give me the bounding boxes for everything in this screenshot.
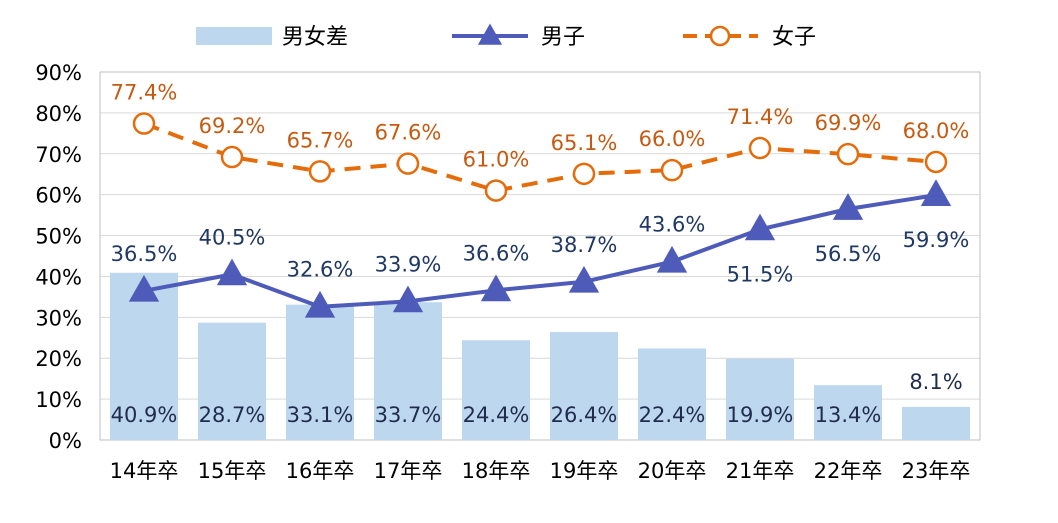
marker-male (128, 274, 160, 302)
marker-female (220, 145, 244, 169)
y-tick-label: 40% (35, 265, 82, 289)
marker-male (480, 274, 512, 302)
line-data-label-female: 71.4% (727, 105, 794, 129)
x-tick-label: 20年卒 (638, 459, 707, 483)
marker-male (568, 265, 600, 293)
line-data-label-female: 65.1% (551, 131, 618, 155)
line-data-label-male: 51.5% (727, 262, 794, 286)
x-tick-label: 18年卒 (462, 459, 531, 483)
series-line-female (143, 121, 937, 193)
marker-female (396, 152, 420, 175)
y-tick-label: 0% (49, 429, 82, 453)
y-tick-label: 90% (35, 61, 82, 85)
x-tick-label: 14年卒 (110, 459, 179, 483)
bar-gender-gap (638, 348, 706, 440)
series-line-male (143, 193, 937, 309)
line-data-label-female: 77.4% (111, 81, 178, 105)
line-data-label-male: 36.5% (111, 242, 178, 266)
axis-layer: 0% 10% 20% 30% 40% 50% 60% 70% 80% 90% 14年卒 15年卒 16年… (35, 61, 970, 483)
x-tick-label: 22年卒 (814, 459, 883, 483)
legend: 男女差 男子 女子 (196, 23, 816, 50)
bar-data-label: 33.7% (375, 403, 442, 427)
line-data-label-female: 66.0% (639, 127, 706, 151)
line-layer (143, 121, 937, 309)
x-tick-label: 17年卒 (374, 459, 443, 483)
bar-gender-gap (198, 322, 266, 440)
bar-gender-gap (550, 332, 618, 440)
marker-female (748, 136, 772, 160)
legend-label-gender-gap: 男女差 (282, 25, 348, 50)
line-data-label-female: 69.2% (199, 114, 266, 138)
bar-data-label: 22.4% (639, 403, 706, 427)
marker-male (216, 258, 248, 286)
bar-data-label: 40.9% (111, 403, 178, 427)
y-tick-label: 70% (35, 143, 82, 167)
bar-data-label: 13.4% (815, 403, 882, 427)
bar-data-label: 33.1% (287, 403, 354, 427)
bar-gender-gap (726, 358, 794, 440)
line-data-label-female: 61.0% (463, 148, 530, 172)
x-tick-label: 16年卒 (286, 459, 355, 483)
bar-gender-gap (374, 302, 442, 440)
plot-area-border (99, 71, 981, 441)
bar-label-layer: 40.9% 28.7% 33.1% 33.7% 24.4% 26.4% 22.4% 19.9%… (111, 370, 963, 427)
y-tick-label: 60% (35, 184, 82, 208)
bar-gender-gap (902, 406, 970, 440)
line-data-label-male: 43.6% (639, 213, 706, 237)
x-tick-label: 23年卒 (902, 459, 971, 483)
x-tick-label: 19年卒 (550, 459, 619, 483)
marker-female (660, 158, 684, 182)
x-tick-label: 15年卒 (198, 459, 267, 483)
marker-female (836, 142, 860, 166)
y-tick-label: 80% (35, 102, 82, 126)
bar-data-label: 28.7% (199, 403, 266, 427)
line-data-label-male: 36.6% (463, 241, 530, 265)
line-data-label-male: 59.9% (903, 228, 970, 252)
line-data-label-female: 69.9% (815, 111, 882, 135)
marker-female (924, 150, 948, 174)
line-data-label-male: 38.7% (551, 233, 618, 257)
bar-gender-gap (814, 385, 882, 440)
marker-male (744, 213, 776, 241)
marker-male (392, 285, 424, 313)
legend-label-female: 女子 (772, 25, 816, 50)
marker-layer (128, 112, 952, 318)
legend-label-male: 男子 (541, 25, 585, 50)
marker-male (304, 290, 336, 318)
line-data-label-female: 65.7% (287, 128, 354, 152)
bar-data-label: 8.1% (909, 370, 962, 394)
x-tick-label: 21年卒 (726, 459, 795, 483)
line-data-label-male: 40.5% (199, 225, 266, 249)
line-data-label-male: 56.5% (815, 242, 882, 266)
line-data-label-female: 68.0% (903, 119, 970, 143)
legend-marker-male (477, 23, 503, 45)
y-tick-label: 30% (35, 306, 82, 330)
legend-swatch-gender-gap (196, 27, 272, 45)
marker-male (920, 179, 952, 206)
line-data-label-male: 32.6% (287, 258, 354, 282)
marker-male (656, 245, 688, 273)
y-tick-label: 20% (35, 347, 82, 371)
marker-male (832, 193, 864, 220)
marker-female (308, 160, 332, 183)
y-tick-label: 50% (35, 225, 82, 249)
bar-gender-gap (462, 340, 530, 440)
line-data-label-female: 67.6% (375, 121, 442, 145)
bar-gender-gap (286, 304, 354, 440)
legend-marker-female (709, 25, 731, 47)
marker-female (484, 179, 508, 202)
bar-layer (110, 272, 970, 440)
y-tick-label: 10% (35, 388, 82, 412)
line-label-layer: 36.5% 40.5% 32.6% 33.9% 36.6% 38.7% 43.6% 51.5%… (111, 81, 970, 287)
marker-female (572, 162, 596, 186)
line-data-label-male: 33.9% (375, 252, 442, 276)
marker-female (132, 112, 156, 135)
bar-data-label: 24.4% (463, 403, 530, 427)
bar-data-label: 19.9% (727, 403, 794, 427)
bar-data-label: 26.4% (551, 403, 618, 427)
